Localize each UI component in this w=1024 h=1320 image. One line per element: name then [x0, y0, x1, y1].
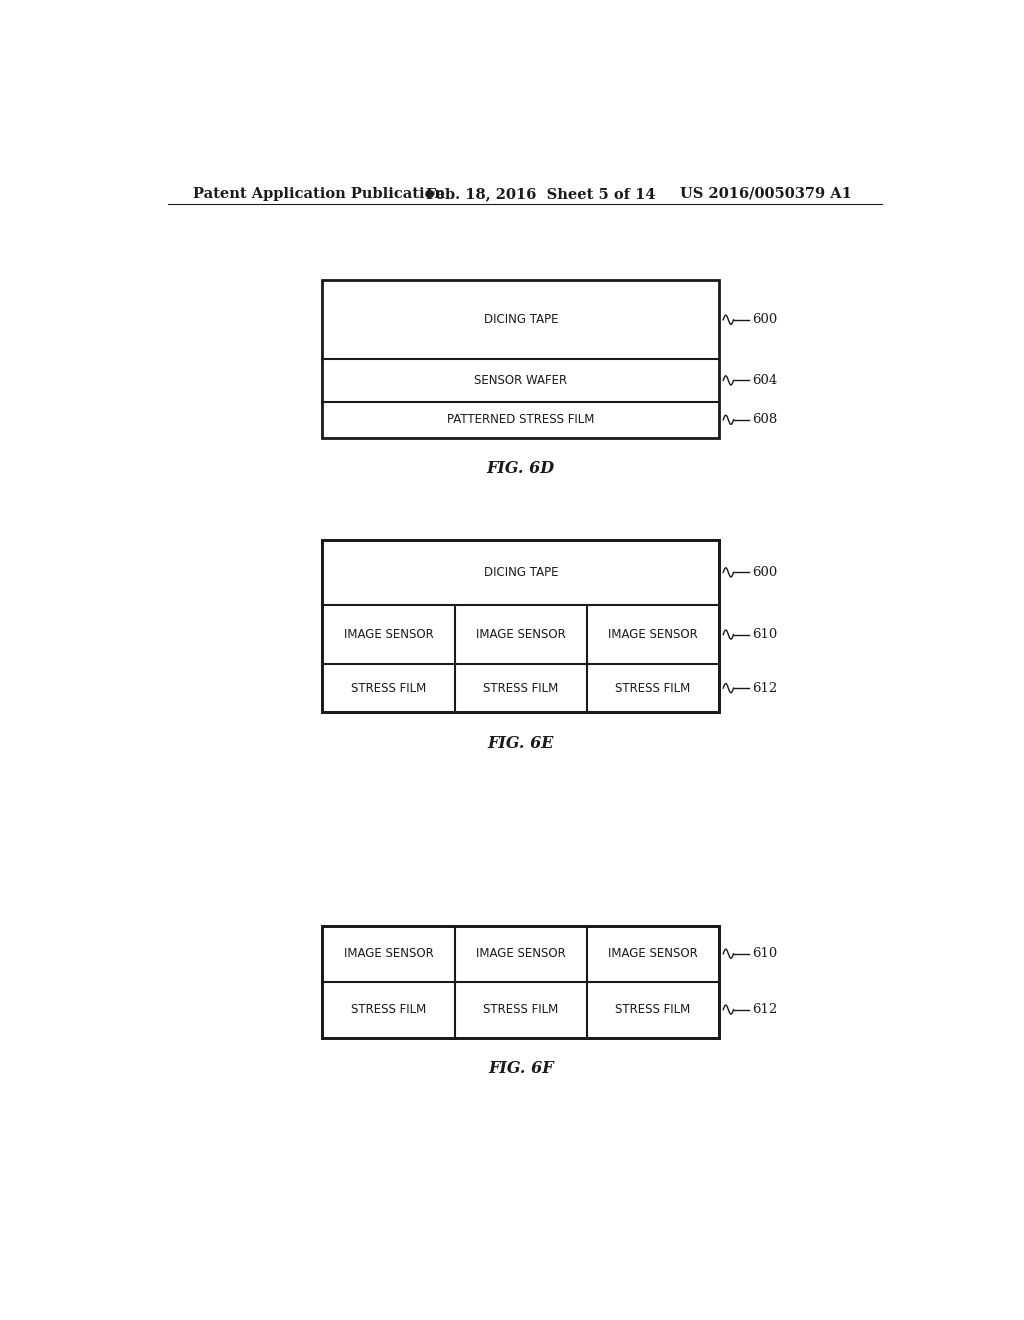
Text: IMAGE SENSOR: IMAGE SENSOR — [344, 628, 433, 642]
Text: STRESS FILM: STRESS FILM — [483, 1003, 558, 1016]
Text: 610: 610 — [753, 628, 778, 642]
Text: STRESS FILM: STRESS FILM — [483, 681, 558, 694]
Text: Feb. 18, 2016  Sheet 5 of 14: Feb. 18, 2016 Sheet 5 of 14 — [426, 187, 655, 201]
Bar — [323, 925, 719, 1038]
Text: IMAGE SENSOR: IMAGE SENSOR — [476, 628, 565, 642]
Text: STRESS FILM: STRESS FILM — [615, 681, 691, 694]
Text: STRESS FILM: STRESS FILM — [351, 681, 426, 694]
Text: 610: 610 — [753, 948, 778, 960]
Text: 600: 600 — [753, 566, 778, 579]
Text: DICING TAPE: DICING TAPE — [483, 566, 558, 579]
Text: SENSOR WAFER: SENSOR WAFER — [474, 374, 567, 387]
Text: IMAGE SENSOR: IMAGE SENSOR — [476, 948, 565, 960]
Text: 612: 612 — [753, 1003, 778, 1016]
Bar — [323, 925, 719, 1038]
Text: FIG. 6F: FIG. 6F — [488, 1060, 554, 1077]
Text: US 2016/0050379 A1: US 2016/0050379 A1 — [680, 187, 851, 201]
Text: FIG. 6E: FIG. 6E — [487, 735, 554, 751]
Text: 612: 612 — [753, 681, 778, 694]
Text: STRESS FILM: STRESS FILM — [615, 1003, 691, 1016]
Text: IMAGE SENSOR: IMAGE SENSOR — [608, 628, 698, 642]
Text: IMAGE SENSOR: IMAGE SENSOR — [344, 948, 433, 960]
Text: FIG. 6D: FIG. 6D — [486, 461, 555, 478]
Text: IMAGE SENSOR: IMAGE SENSOR — [608, 948, 698, 960]
Text: 608: 608 — [753, 413, 778, 426]
Text: STRESS FILM: STRESS FILM — [351, 1003, 426, 1016]
Text: DICING TAPE: DICING TAPE — [483, 313, 558, 326]
Bar — [323, 540, 719, 713]
Bar — [323, 540, 719, 713]
Text: Patent Application Publication: Patent Application Publication — [194, 187, 445, 201]
Text: 604: 604 — [753, 374, 778, 387]
Text: 600: 600 — [753, 313, 778, 326]
Text: PATTERNED STRESS FILM: PATTERNED STRESS FILM — [447, 413, 595, 426]
Bar — [323, 280, 719, 438]
